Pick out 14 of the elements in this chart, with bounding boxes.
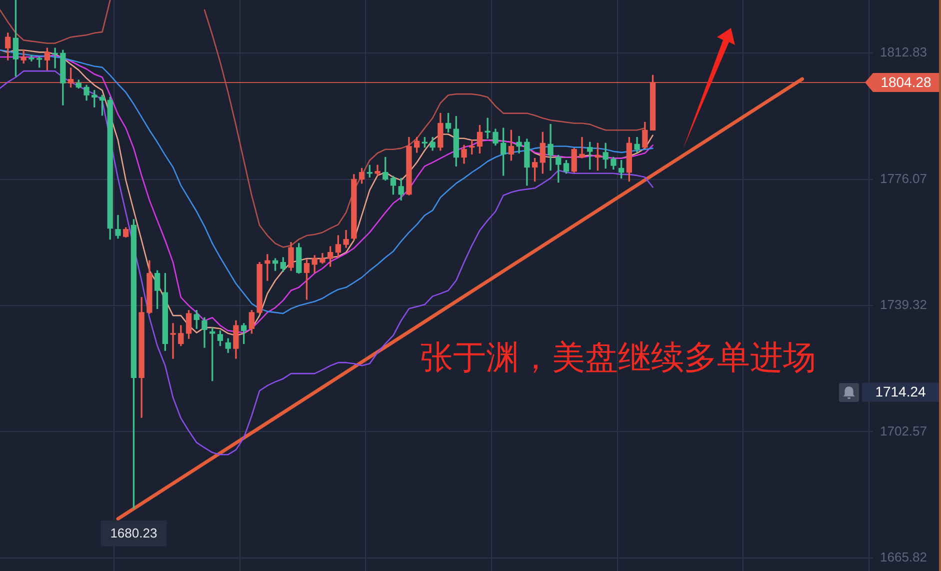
candlestick: [170, 323, 176, 359]
y-tick-label: 1812.83: [880, 44, 927, 60]
text: 1714.24: [875, 384, 926, 400]
y-tick-label: 1776.07: [880, 170, 927, 186]
y-tick-label: 1702.57: [880, 423, 927, 438]
candlestick: [52, 48, 58, 68]
y-tick-label: 1665.82: [880, 549, 927, 564]
candlestick: [374, 164, 380, 176]
candlestick: [579, 137, 585, 158]
annotation: 1680.23: [110, 525, 158, 540]
ref-line-label: 1804.28: [880, 74, 932, 90]
candlestick: [548, 124, 554, 171]
annotation: 张于渊，美盘继续多单进场: [420, 337, 816, 376]
y-tick-label: 1739.32: [880, 297, 927, 312]
